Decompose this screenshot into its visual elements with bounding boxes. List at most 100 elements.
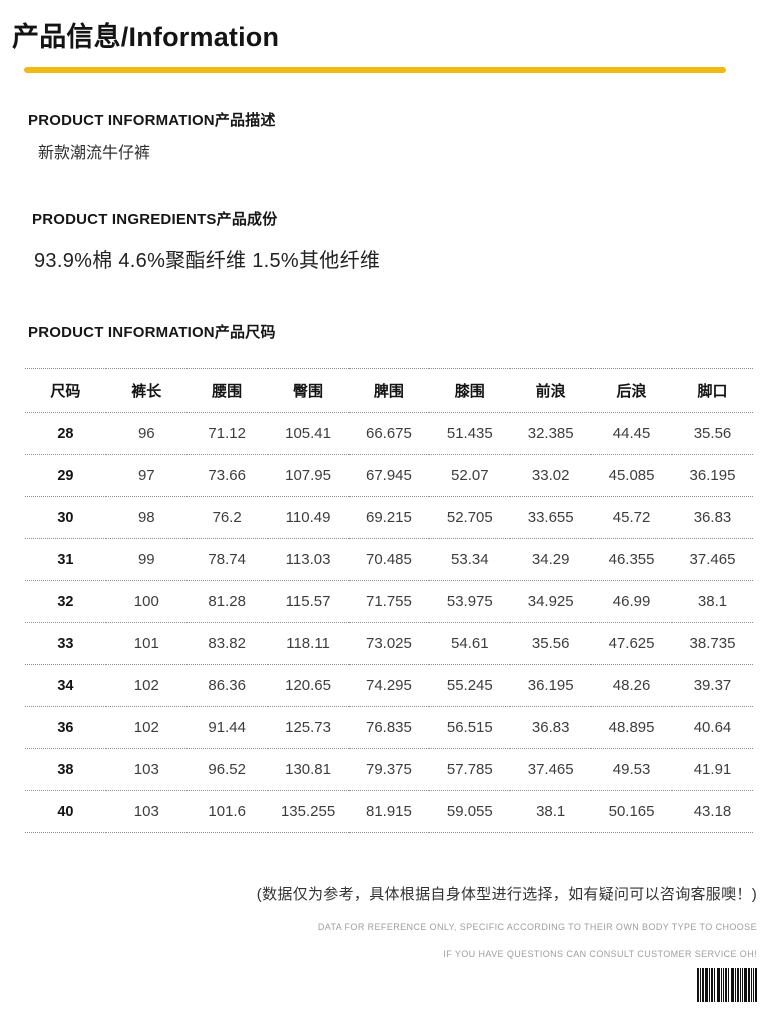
size-table-row: 33 101 83.82 118.11 73.025 54.61 35.56 47.625 38… — [25, 623, 753, 665]
measurement-cell: 107.95 — [285, 467, 331, 485]
section-description: PRODUCT INFORMATION产品描述 新款潮流牛仔裤 — [28, 109, 778, 163]
measurement-cell: 76.835 — [365, 719, 412, 737]
size-cell: 40 — [57, 803, 74, 820]
measurement-cell: 100 — [133, 593, 159, 611]
footer-note-en-2: IF YOU HAVE QUESTIONS CAN CONSULT CUSTOM… — [443, 949, 757, 960]
measurement-cell: 67.945 — [365, 467, 412, 485]
measurement-cell: 118.11 — [286, 635, 330, 653]
measurement-cell: 38.735 — [689, 635, 736, 653]
section-size-chart: PRODUCT INFORMATION产品尺码 尺码 裤长 腰围 臀围 脾围 膝围 前浪 后浪… — [0, 321, 778, 833]
size-table-row: 30 98 76.2 110.49 69.215 52.705 33.655 45.72 36.… — [25, 497, 753, 539]
measurement-cell: 81.28 — [208, 593, 246, 611]
size-table-row: 40 103 101.6 135.255 81.915 59.055 38.1 50.165 4… — [25, 791, 753, 833]
page-title: 产品信息/Information — [12, 22, 280, 52]
measurement-cell: 48.26 — [612, 677, 651, 695]
size-table-row: 36 102 91.44 125.73 76.835 56.515 36.83 48.895 4… — [25, 707, 753, 749]
size-table-row: 29 97 73.66 107.95 67.945 52.07 33.02 45.085 36.… — [25, 455, 753, 497]
measurement-cell: 36.83 — [693, 509, 732, 527]
size-table-row: 34 102 86.36 120.65 74.295 55.245 36.195 48.26 3… — [25, 665, 753, 707]
measurement-cell: 125.73 — [285, 719, 331, 737]
measurement-cell: 83.82 — [208, 635, 246, 653]
size-table-column-header: 腰围 — [212, 383, 243, 401]
measurement-cell: 41.91 — [693, 761, 732, 779]
size-cell: 28 — [57, 425, 74, 442]
measurement-cell: 102 — [133, 719, 159, 737]
measurement-cell: 51.435 — [446, 425, 493, 443]
size-cell: 33 — [57, 635, 74, 652]
measurement-cell: 37.465 — [527, 761, 574, 779]
measurement-cell: 35.56 — [531, 635, 570, 653]
size-cell: 30 — [57, 509, 74, 526]
measurement-cell: 56.515 — [446, 719, 493, 737]
measurement-cell: 53.34 — [451, 551, 489, 569]
size-table-column-header: 后浪 — [616, 383, 647, 401]
measurement-cell: 34.29 — [531, 551, 570, 569]
measurement-cell: 57.785 — [446, 761, 493, 779]
size-table-row: 31 99 78.74 113.03 70.485 53.34 34.29 46.355 37.… — [25, 539, 753, 581]
measurement-cell: 52.705 — [446, 509, 493, 527]
description-heading: PRODUCT INFORMATION产品描述 — [28, 112, 276, 130]
measurement-cell: 113.03 — [285, 551, 331, 569]
size-table-column-header: 脾围 — [373, 383, 404, 401]
measurement-cell: 40.64 — [693, 719, 732, 737]
size-table-row: 28 96 71.12 105.41 66.675 51.435 32.385 44.45 35… — [25, 413, 753, 455]
size-cell: 38 — [57, 761, 74, 778]
measurement-cell: 99 — [137, 551, 155, 569]
size-chart-heading: PRODUCT INFORMATION产品尺码 — [28, 324, 276, 342]
measurement-cell: 59.055 — [446, 803, 493, 821]
measurement-cell: 38.1 — [536, 803, 566, 821]
size-table-column-header: 膝围 — [454, 383, 485, 401]
size-table-column-header: 脚口 — [697, 383, 728, 401]
measurement-cell: 54.61 — [451, 635, 489, 653]
measurement-cell: 71.755 — [365, 593, 412, 611]
measurement-cell: 115.57 — [285, 593, 331, 611]
measurement-cell: 48.895 — [608, 719, 655, 737]
size-cell: 36 — [57, 719, 74, 736]
measurement-cell: 96.52 — [208, 761, 246, 779]
page-footer: (数据仅为参考，具体根据自身体型进行选择，如有疑问可以咨询客服噢！) DATA … — [0, 883, 778, 1003]
ingredients-body: 93.9%棉 4.6%聚酯纤维 1.5%其他纤维 — [34, 250, 381, 273]
section-ingredients: PRODUCT INGREDIENTS产品成份 93.9%棉 4.6%聚酯纤维 … — [32, 208, 778, 273]
accent-underline — [24, 67, 726, 74]
measurement-cell: 101.6 — [208, 803, 246, 821]
measurement-cell: 110.49 — [285, 509, 331, 527]
measurement-cell: 36.195 — [689, 467, 736, 485]
size-table-column-header: 前浪 — [535, 383, 566, 401]
barcode — [0, 968, 757, 1003]
ingredients-heading: PRODUCT INGREDIENTS产品成份 — [32, 211, 278, 229]
measurement-cell: 103 — [133, 761, 159, 779]
measurement-cell: 98 — [137, 509, 155, 527]
measurement-cell: 33.02 — [531, 467, 570, 485]
size-cell: 32 — [57, 593, 74, 610]
measurement-cell: 33.655 — [527, 509, 574, 527]
measurement-cell: 81.915 — [365, 803, 412, 821]
size-table-column-header: 裤长 — [131, 383, 162, 401]
measurement-cell: 47.625 — [608, 635, 655, 653]
size-table-body: 28 96 71.12 105.41 66.675 51.435 32.385 44.45 35… — [25, 413, 753, 833]
measurement-cell: 130.81 — [285, 761, 331, 779]
measurement-cell: 32.385 — [527, 425, 574, 443]
measurement-cell: 120.65 — [285, 677, 331, 695]
footer-note-en-1: DATA FOR REFERENCE ONLY, SPECIFIC ACCORD… — [317, 922, 757, 933]
measurement-cell: 103 — [133, 803, 159, 821]
measurement-cell: 73.025 — [365, 635, 412, 653]
size-table-column-header: 尺码 — [50, 383, 81, 401]
size-table-row: 32 100 81.28 115.57 71.755 53.975 34.925 46.99 3… — [25, 581, 753, 623]
measurement-cell: 37.465 — [689, 551, 736, 569]
size-cell: 29 — [57, 467, 74, 484]
size-table-row: 38 103 96.52 130.81 79.375 57.785 37.465 49.53 4… — [25, 749, 753, 791]
measurement-cell: 38.1 — [697, 593, 728, 611]
measurement-cell: 71.12 — [208, 425, 246, 443]
measurement-cell: 55.245 — [446, 677, 493, 695]
measurement-cell: 49.53 — [612, 761, 651, 779]
measurement-cell: 45.085 — [608, 467, 655, 485]
measurement-cell: 43.18 — [693, 803, 732, 821]
measurement-cell: 36.195 — [527, 677, 574, 695]
size-table-column-header: 臀围 — [293, 383, 324, 401]
measurement-cell: 78.74 — [208, 551, 246, 569]
measurement-cell: 53.975 — [446, 593, 493, 611]
measurement-cell: 45.72 — [612, 509, 651, 527]
measurement-cell: 46.99 — [612, 593, 651, 611]
measurement-cell: 97 — [137, 467, 155, 485]
measurement-cell: 44.45 — [612, 425, 651, 443]
